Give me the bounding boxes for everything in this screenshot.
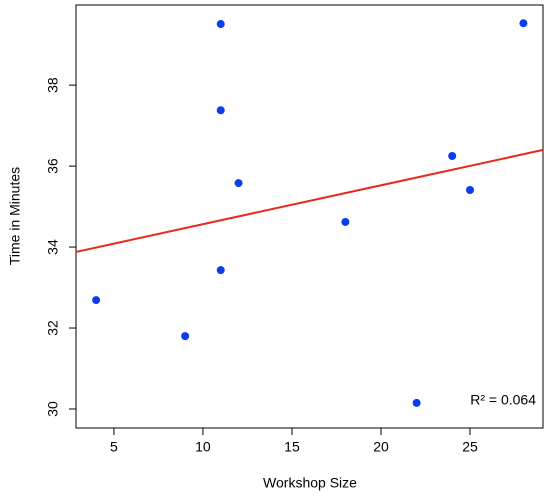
x-tick-label: 25 [462, 439, 478, 455]
x-axis-label: Workshop Size [263, 475, 357, 491]
plot-frame [75, 4, 544, 429]
point [92, 296, 101, 305]
point [519, 19, 528, 28]
x-tick-label: 15 [284, 439, 300, 455]
point [448, 151, 457, 160]
y-tick-label: 36 [45, 158, 61, 174]
y-tick-label: 34 [45, 239, 61, 255]
point [216, 266, 225, 275]
y-tick-label: 32 [45, 320, 61, 336]
x-tick-label: 20 [373, 439, 389, 455]
point [341, 217, 350, 226]
point [216, 106, 225, 115]
y-tick-label: 30 [45, 401, 61, 417]
point [234, 179, 243, 188]
y-axis-label: Time in Minutes [7, 167, 23, 265]
point [216, 20, 225, 29]
x-tick-label: 10 [195, 439, 211, 455]
point [181, 332, 190, 341]
annotation: R² = 0.064 [470, 392, 536, 408]
y-tick-label: 38 [45, 77, 61, 93]
point [466, 185, 475, 194]
fit-line [75, 148, 544, 253]
x-tick-label: 5 [110, 439, 118, 455]
point [412, 398, 421, 407]
